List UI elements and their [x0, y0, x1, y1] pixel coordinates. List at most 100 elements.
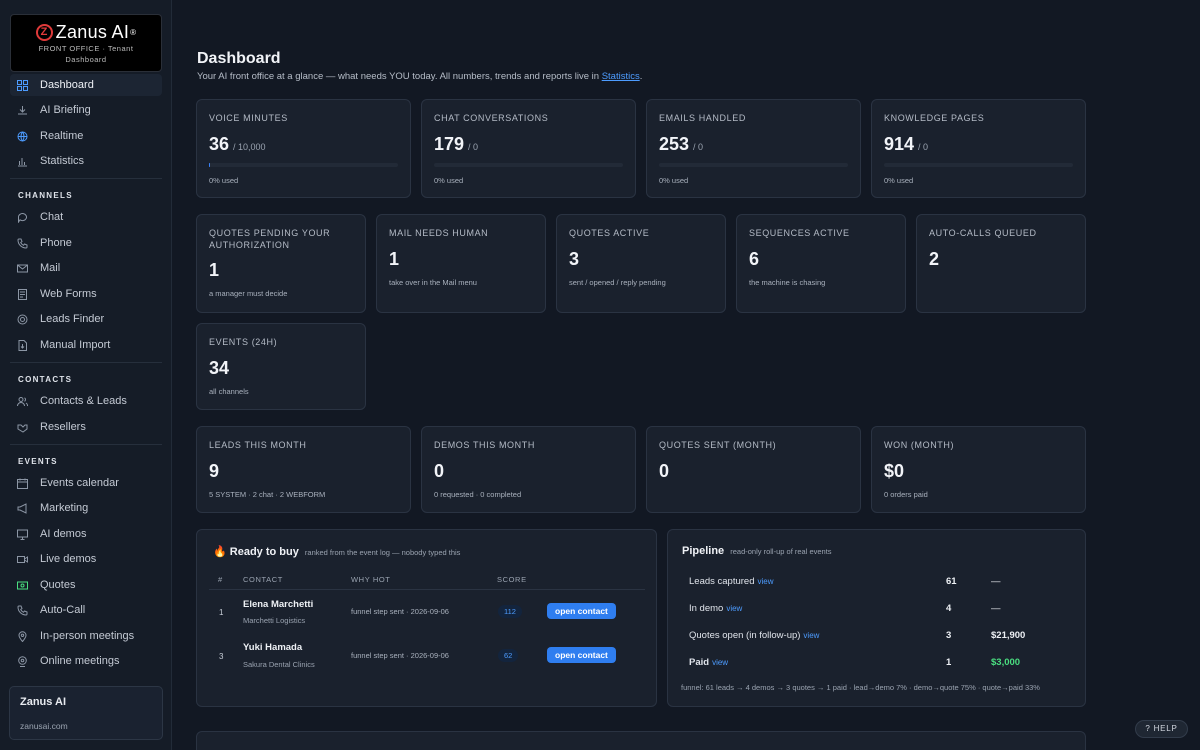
brand-name: Zanus AI	[55, 22, 130, 42]
sidebar-item-mail[interactable]: Mail	[10, 257, 162, 279]
sidebar-item-phone[interactable]: Phone	[10, 232, 162, 254]
open-contact-button[interactable]: open contact	[547, 647, 616, 663]
pipeline-label-text: Leads captured	[689, 576, 755, 587]
pipeline-panel: Pipeline read-only roll-up of real event…	[667, 529, 1086, 707]
card-value-number: 36	[209, 134, 230, 154]
card-note: 0 orders paid	[884, 490, 928, 499]
card-label: CHAT CONVERSATIONS	[434, 113, 549, 123]
sidebar-item-quotes[interactable]: Quotes	[10, 574, 162, 596]
contact-name[interactable]: Elena Marchetti	[243, 599, 314, 610]
card-label: DEMOS THIS MONTH	[434, 440, 535, 450]
view-link[interactable]: view	[726, 604, 743, 613]
brand-subtitle-2: Dashboard	[65, 55, 107, 64]
sidebar-item-statistics[interactable]: Statistics	[10, 150, 162, 172]
ready-hint: ranked from the event log — nobody typed…	[304, 548, 461, 557]
sidebar-item-label: AI Briefing	[40, 104, 91, 116]
card-value: 2	[929, 249, 940, 269]
card-label: EMAILS HANDLED	[659, 113, 746, 123]
sidebar-item-manual-import[interactable]: Manual Import	[10, 334, 162, 356]
statistics-link[interactable]: Statistics	[601, 71, 640, 82]
sidebar-item-label: Contacts & Leads	[40, 395, 127, 407]
card-mail-needs-human[interactable]: MAIL NEEDS HUMAN 1 take over in the Mail…	[376, 214, 546, 313]
card-won-month: WON (MONTH) $0 0 orders paid	[871, 426, 1086, 513]
brand-logo[interactable]: Z Zanus AI ® FRONT OFFICE · Tenant Dashb…	[10, 14, 162, 72]
sidebar-item-web-forms[interactable]: Web Forms	[10, 283, 162, 305]
card-auto-calls-queued[interactable]: AUTO-CALLS QUEUED 2	[916, 214, 1086, 313]
sidebar-item-in-person-meetings[interactable]: In-person meetings	[10, 625, 162, 647]
sidebar-item-label: Leads Finder	[40, 313, 105, 325]
usage-card-emails: EMAILS HANDLED 253/ 0 0% used	[646, 99, 861, 198]
card-value: 1	[209, 260, 220, 280]
card-label: QUOTES ACTIVE	[569, 228, 650, 238]
users-icon	[16, 395, 29, 408]
help-button[interactable]: ? HELP	[1135, 720, 1188, 738]
row-number: 3	[219, 652, 224, 661]
sidebar-item-events-calendar[interactable]: Events calendar	[10, 472, 162, 494]
open-contact-button[interactable]: open contact	[547, 603, 616, 619]
card-value-number: 914	[884, 134, 915, 154]
radar-icon	[16, 313, 29, 326]
card-quotes-active[interactable]: QUOTES ACTIVE 3 sent / opened / reply pe…	[556, 214, 726, 313]
chat-icon	[16, 211, 29, 224]
card-sequences-active[interactable]: SEQUENCES ACTIVE 6 the machine is chasin…	[736, 214, 906, 313]
pipeline-amount: —	[991, 603, 1001, 614]
card-leads-this-month: LEADS THIS MONTH 9 5 SYSTEM · 2 chat · 2…	[196, 426, 411, 513]
sidebar-item-realtime[interactable]: Realtime	[10, 125, 162, 147]
view-link[interactable]: view	[757, 577, 774, 586]
card-label: QUOTES SENT (MONTH)	[659, 440, 777, 450]
card-note: take over in the Mail menu	[389, 278, 477, 287]
sidebar-item-ai-briefing[interactable]: AI Briefing	[10, 99, 162, 121]
sidebar-item-ai-demos[interactable]: AI demos	[10, 523, 162, 545]
sidebar-item-auto-call[interactable]: Auto-Call	[10, 599, 162, 621]
page-subtitle-period: .	[639, 71, 643, 82]
card-value: 0	[659, 461, 670, 481]
card-note: 0% used	[659, 176, 689, 185]
contact-name[interactable]: Yuki Hamada	[243, 642, 303, 653]
card-label: KNOWLEDGE PAGES	[884, 113, 985, 123]
sidebar-item-label: Live demos	[40, 553, 97, 565]
column-header-score: SCORE	[497, 575, 527, 584]
view-link[interactable]: view	[712, 658, 729, 667]
card-value: 3	[569, 249, 580, 269]
sidebar-item-chat[interactable]: Chat	[10, 206, 162, 228]
card-label: LEADS THIS MONTH	[209, 440, 307, 450]
pipeline-amount: $21,900	[991, 630, 1026, 641]
page-subtitle: Your AI front office at a glance — what …	[197, 71, 642, 82]
section-events: EVENTS	[18, 457, 58, 466]
contact-company: Marchetti Logistics	[243, 616, 306, 625]
sidebar-item-online-meetings[interactable]: Online meetings	[10, 650, 162, 672]
card-label: AUTO-CALLS QUEUED	[929, 228, 1037, 238]
contact-company: Sakura Dental Clinics	[243, 660, 315, 669]
pipeline-count: 4	[946, 603, 952, 614]
form-icon	[16, 288, 29, 301]
column-header-why: WHY HOT	[351, 575, 391, 584]
card-note: the machine is chasing	[749, 278, 826, 287]
ready-to-buy-panel: 🔥 Ready to buy ranked from the event log…	[196, 529, 657, 707]
ready-to-buy-title: 🔥 Ready to buy ranked from the event log…	[213, 545, 460, 558]
pipeline-label: In demo view	[689, 603, 742, 614]
webcam-icon	[16, 655, 29, 668]
briefing-icon	[16, 104, 29, 117]
sidebar-item-label: Events calendar	[40, 477, 119, 489]
card-value: 6	[749, 249, 760, 269]
sidebar-item-contacts-leads[interactable]: Contacts & Leads	[10, 390, 162, 412]
section-channels: CHANNELS	[18, 191, 73, 200]
column-header-num: #	[218, 575, 223, 584]
pipeline-title-text: Pipeline	[682, 545, 725, 557]
sidebar-item-resellers[interactable]: Resellers	[10, 416, 162, 438]
megaphone-icon	[16, 502, 29, 515]
sidebar-item-dashboard[interactable]: Dashboard	[10, 74, 162, 96]
sidebar-item-leads-finder[interactable]: Leads Finder	[10, 308, 162, 330]
why-hot: funnel step sent · 2026-09-06	[351, 651, 449, 660]
brand-title: Z Zanus AI ®	[11, 22, 161, 43]
sidebar-item-live-demos[interactable]: Live demos	[10, 548, 162, 570]
card-label: QUOTES PENDING YOUR AUTHORIZATION	[209, 228, 331, 250]
card-note: 0% used	[884, 176, 914, 185]
sidebar-item-marketing[interactable]: Marketing	[10, 497, 162, 519]
pipeline-count: 1	[946, 657, 952, 668]
view-link[interactable]: view	[803, 631, 820, 640]
card-quotes-pending[interactable]: QUOTES PENDING YOUR AUTHORIZATION 1 a ma…	[196, 214, 366, 313]
sidebar-item-label: Statistics	[40, 155, 85, 167]
card-events-24h[interactable]: EVENTS (24H) 34 all channels	[196, 323, 366, 410]
tenant-card[interactable]: Zanus AI zanusai.com	[9, 686, 163, 740]
